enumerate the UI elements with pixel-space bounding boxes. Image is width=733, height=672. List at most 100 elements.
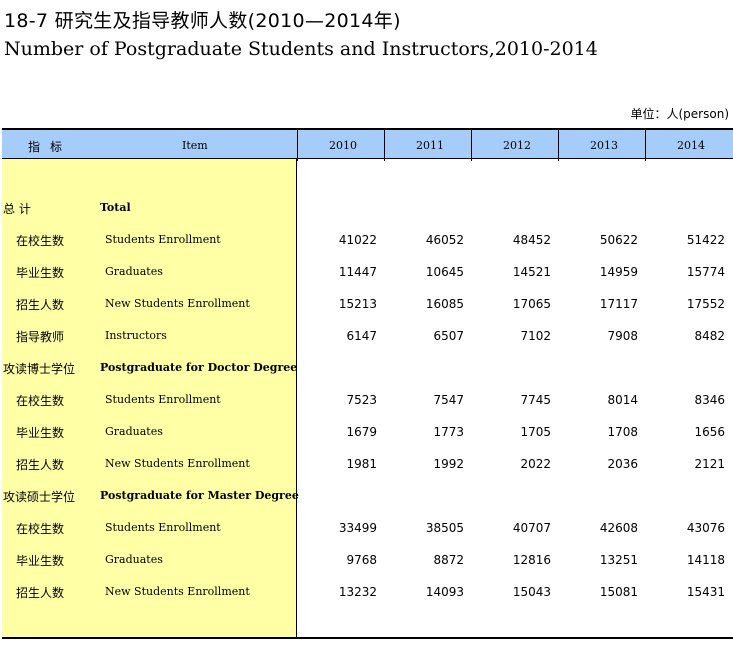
cell-value-2014: 43076 [686,521,725,535]
cell-value-2012: 14521 [512,265,551,279]
row-label-cn: 总 计 [3,202,31,216]
cell-value-2010: 33499 [338,521,377,535]
table-row: 在校生数 Students Enrollment 7523 7547 7745 8014 8… [2,390,733,410]
header-item: Item [182,139,208,152]
cell-value-2012: 7745 [520,393,551,407]
row-label-en: Graduates [105,553,163,566]
cell-value-2014: 51422 [686,233,725,247]
row-label-en: Students Enrollment [105,393,221,406]
cell-value-2011: 38505 [425,521,464,535]
cell-value-2014: 14118 [686,553,725,567]
row-label-en: Students Enrollment [105,521,221,534]
header-year-2013: 2013 [590,139,618,152]
cell-value-2011: 1773 [433,425,464,439]
cell-value-2010: 1679 [346,425,377,439]
cell-value-2010: 1981 [346,457,377,471]
table-bottom-rule [2,637,733,639]
stub-column [2,159,297,638]
table-header: 指标 Item 2010 2011 2012 2013 2014 [2,128,733,161]
table-row: 在校生数 Students Enrollment 41022 46052 48452 50… [2,230,733,250]
row-label-cn: 攻读硕士学位 [3,490,76,504]
cell-value-2011: 14093 [425,585,464,599]
cell-value-2012: 12816 [512,553,551,567]
row-label-cn: 指导教师 [16,330,65,344]
cell-value-2010: 9768 [346,553,377,567]
section-row: 总 计 Total [2,198,733,218]
cell-value-2011: 16085 [425,297,464,311]
cell-value-2013: 7908 [607,329,638,343]
header-year-2014: 2014 [677,139,705,152]
table-row: 招生人数 New Students Enrollment 15213 16085 170… [2,294,733,314]
cell-value-2013: 8014 [607,393,638,407]
cell-value-2014: 15774 [686,265,725,279]
cell-value-2013: 42608 [599,521,638,535]
cell-value-2014: 15431 [686,585,725,599]
cell-value-2012: 40707 [512,521,551,535]
table-row: 毕业生数 Graduates 11447 10645 14521 14959 15774 [2,262,733,282]
cell-value-2011: 10645 [425,265,464,279]
header-year-2011: 2011 [416,139,444,152]
cell-value-2013: 17117 [599,297,638,311]
row-label-cn: 招生人数 [16,458,65,472]
cell-value-2014: 1656 [694,425,725,439]
row-label-en: New Students Enrollment [105,297,250,310]
cell-value-2013: 14959 [599,265,638,279]
section-row: 攻读硕士学位 Postgraduate for Master Degree [2,486,733,506]
cell-value-2010: 41022 [338,233,377,247]
cell-value-2011: 7547 [433,393,464,407]
page-title-cn: 18-7 研究生及指导教师人数(2010—2014年) [4,10,401,32]
cell-value-2012: 48452 [512,233,551,247]
table-row: 招生人数 New Students Enrollment 13232 14093 150… [2,582,733,602]
row-label-cn: 招生人数 [16,298,65,312]
row-label-cn: 在校生数 [16,394,65,408]
cell-value-2012: 7102 [520,329,551,343]
cell-value-2010: 11447 [338,265,377,279]
cell-value-2013: 15081 [599,585,638,599]
cell-value-2013: 50622 [599,233,638,247]
cell-value-2012: 17065 [512,297,551,311]
cell-value-2012: 15043 [512,585,551,599]
cell-value-2011: 46052 [425,233,464,247]
row-label-cn: 招生人数 [16,586,65,600]
table-row: 在校生数 Students Enrollment 33499 38505 40707 42… [2,518,733,538]
row-label-cn: 攻读博士学位 [3,362,76,376]
cell-value-2010: 6147 [346,329,377,343]
cell-value-2014: 2121 [694,457,725,471]
table-row: 毕业生数 Graduates 1679 1773 1705 1708 1656 [2,422,733,442]
cell-value-2012: 2022 [520,457,551,471]
row-label-en: Postgraduate for Doctor Degree [100,361,298,374]
cell-value-2011: 1992 [433,457,464,471]
row-label-en: Instructors [105,329,167,342]
cell-value-2011: 6507 [433,329,464,343]
header-year-2010: 2010 [329,139,357,152]
unit-label: 单位：人(person) [630,107,730,121]
table-row: 招生人数 New Students Enrollment 1981 1992 2022 2… [2,454,733,474]
data-table: 指标 Item 2010 2011 2012 2013 2014 总 计 Tota… [2,128,733,639]
row-label-en: Postgraduate for Master Degree [100,489,299,502]
row-label-en: Graduates [105,265,163,278]
row-label-cn: 在校生数 [16,522,65,536]
cell-value-2010: 15213 [338,297,377,311]
cell-value-2012: 1705 [520,425,551,439]
cell-value-2013: 1708 [607,425,638,439]
section-row: 攻读博士学位 Postgraduate for Doctor Degree [2,358,733,378]
header-indicator: 指标 [28,140,73,154]
table-row: 指导教师 Instructors 6147 6507 7102 7908 8482 [2,326,733,346]
cell-value-2013: 13251 [599,553,638,567]
cell-value-2014: 17552 [686,297,725,311]
cell-value-2014: 8346 [694,393,725,407]
row-label-cn: 毕业生数 [16,554,65,568]
page-title-en: Number of Postgraduate Students and Inst… [4,38,598,60]
cell-value-2011: 8872 [433,553,464,567]
row-label-en: New Students Enrollment [105,585,250,598]
cell-value-2010: 13232 [338,585,377,599]
row-label-en: Students Enrollment [105,233,221,246]
cell-value-2013: 2036 [607,457,638,471]
row-label-cn: 在校生数 [16,234,65,248]
row-label-en: Total [100,201,131,214]
header-year-2012: 2012 [503,139,531,152]
row-label-en: Graduates [105,425,163,438]
cell-value-2010: 7523 [346,393,377,407]
cell-value-2014: 8482 [694,329,725,343]
table-row: 毕业生数 Graduates 9768 8872 12816 13251 14118 [2,550,733,570]
